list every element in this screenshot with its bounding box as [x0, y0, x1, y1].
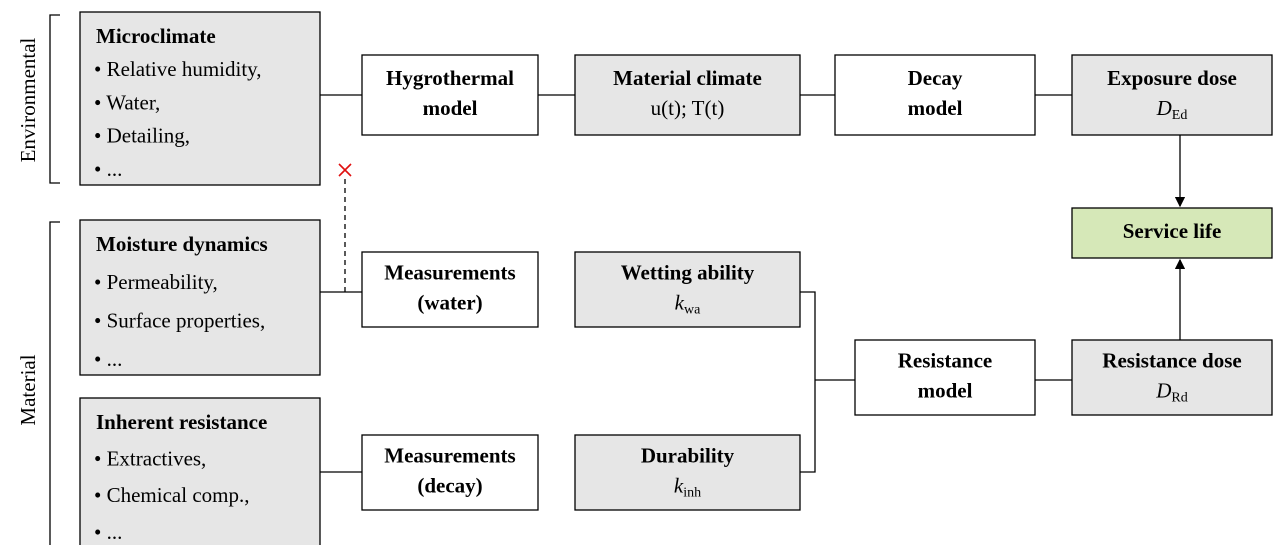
node-line: Measurements — [384, 260, 515, 284]
node-box — [574, 54, 801, 136]
node-line: model — [918, 378, 973, 402]
node-item: • Extractives, — [94, 446, 206, 470]
connectors — [320, 94, 1186, 473]
subscript: Ed — [1172, 108, 1188, 123]
node: Material climate u(t); T(t) — [574, 54, 801, 136]
node-item: • Water, — [94, 90, 160, 114]
node-box — [79, 11, 321, 186]
node-box — [1071, 54, 1273, 136]
node-box — [574, 251, 801, 328]
node-item: • Detailing, — [94, 124, 190, 148]
node-box — [834, 54, 1036, 136]
node-title: Inherent resistance — [96, 410, 267, 434]
node: Wetting ability kwa — [574, 251, 801, 328]
node-symbol: kwa — [675, 290, 701, 317]
subscript: wa — [684, 303, 701, 318]
subscript: inh — [683, 486, 701, 501]
node-item: • Surface properties, — [94, 308, 265, 332]
node-box — [1071, 207, 1273, 259]
node-symbol: kinh — [674, 473, 701, 500]
node: Resistance model — [854, 339, 1036, 416]
subscript: Rd — [1171, 391, 1187, 406]
node-symbol: DRd — [1155, 378, 1188, 405]
node: Durability kinh — [574, 434, 801, 511]
node: Moisture dynamics • Permeability, • Surfac… — [79, 219, 321, 376]
node-item: • Chemical comp., — [94, 483, 249, 507]
node-line: Resistance — [898, 348, 992, 372]
node-line: (decay) — [417, 473, 482, 497]
node: Measurements (water) — [361, 251, 539, 328]
node: Service life — [1071, 207, 1273, 259]
node: Hygrothermal model — [361, 54, 539, 136]
node-title: Resistance dose — [1102, 348, 1241, 372]
node-box — [79, 397, 321, 545]
node: Exposure dose DEd — [1071, 54, 1273, 136]
node-item: • Relative humidity, — [94, 57, 262, 81]
node-item: • ... — [94, 520, 122, 544]
node-line: model — [908, 96, 963, 120]
node-box — [1071, 339, 1273, 416]
node-box — [854, 339, 1036, 416]
node-title: Material climate — [613, 66, 762, 90]
side-label: Environmental — [16, 37, 40, 162]
node-title: Service life — [1123, 219, 1222, 243]
node-line: (water) — [417, 290, 482, 314]
node: Decay model — [834, 54, 1036, 136]
node-title: Exposure dose — [1107, 66, 1237, 90]
node-box — [361, 251, 539, 328]
node: Inherent resistance • Extractives, • Chemi… — [79, 397, 321, 545]
symbol: k — [674, 473, 684, 497]
bracket — [49, 221, 60, 545]
node-line: model — [423, 96, 478, 120]
node-symbol: DEd — [1156, 96, 1188, 123]
node: Microclimate • Relative humidity, • Water,… — [79, 11, 321, 186]
node-detail: u(t); T(t) — [651, 96, 725, 120]
symbol: D — [1156, 96, 1172, 120]
symbol: D — [1155, 378, 1171, 402]
node-box — [574, 434, 801, 511]
node-box — [361, 54, 539, 136]
node-line: Decay — [908, 66, 963, 90]
node-item: • Permeability, — [94, 270, 218, 294]
node: Resistance dose DRd — [1071, 339, 1273, 416]
node-title: Wetting ability — [621, 260, 755, 284]
node-title: Durability — [641, 443, 735, 467]
node-box — [79, 219, 321, 376]
side-label: Material — [16, 354, 40, 425]
node-item: • ... — [94, 157, 122, 181]
node-box — [361, 434, 539, 511]
node-title: Microclimate — [96, 24, 216, 48]
bracket — [49, 14, 60, 184]
node-title: Moisture dynamics — [96, 232, 268, 256]
node: Measurements (decay) — [361, 434, 539, 511]
node-line: Measurements — [384, 443, 515, 467]
node-item: • ... — [94, 347, 122, 371]
node-line: Hygrothermal — [386, 66, 514, 90]
symbol: k — [675, 290, 685, 314]
